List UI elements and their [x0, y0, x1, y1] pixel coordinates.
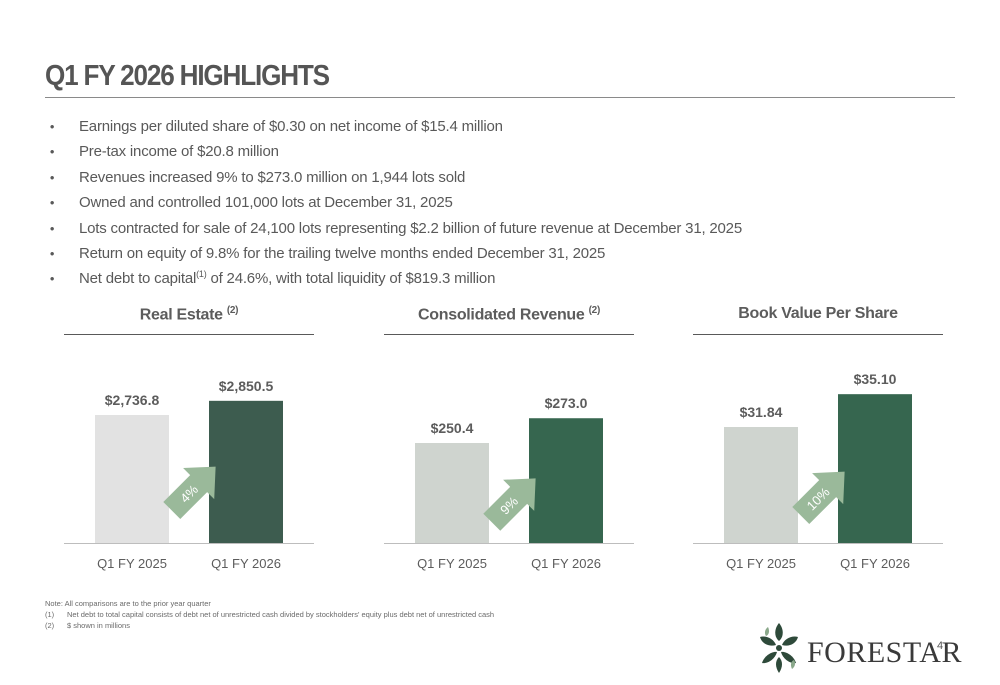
leaf-cluster-logo-icon [760, 623, 798, 673]
highlight-item: • Return on equity of 9.8% for the traili… [45, 241, 742, 266]
page-number: 4 [937, 640, 944, 652]
bullet-icon: • [49, 220, 55, 236]
arrow-shape [163, 466, 216, 519]
arrow-shape [483, 478, 536, 531]
highlight-item: • Pre-tax income of $20.8 million [45, 139, 742, 164]
bar [838, 394, 912, 543]
tick-label: Q1 FY 2025 [417, 556, 487, 571]
highlight-text: Return on equity of 9.8% for the trailin… [79, 244, 606, 262]
highlight-text: Earnings per diluted share of $0.30 on n… [79, 118, 503, 135]
highlight-text: Owned and controlled 101,000 lots at Dec… [79, 194, 453, 212]
highlight-text: Revenues increased 9% to $273.0 million … [79, 168, 466, 186]
consolidated-revenue-chart: Consolidated Revenue (2) $250.4 Q1 FY 202… [384, 305, 634, 571]
data-label: $31.84 [740, 404, 783, 420]
bar-chart-svg: $250.4 Q1 FY 2025 $273.0 Q1 FY 2026 9% [384, 395, 634, 571]
tick-label: Q1 FY 2025 [726, 556, 796, 571]
bar-chart-svg: $2,736.8 Q1 FY 2025 $2,850.5 Q1 FY 2026 4% [64, 378, 314, 571]
highlight-text: Net debt to capital [79, 270, 197, 288]
bullet-icon: • [49, 144, 55, 160]
footnote-ref: (2) [588, 305, 601, 316]
footnote-ref: (1) [196, 269, 207, 280]
real-estate-chart: Real Estate (2) $2,736.8 Q1 FY 2025 $2,850… [64, 305, 314, 571]
chart-title: Real Estate (2) [139, 305, 239, 324]
page-title: Q1 FY 2026 HIGHLIGHTS [45, 60, 330, 92]
chart-title-divider [693, 334, 943, 335]
logo-wordmark: FORESTAR [807, 636, 962, 669]
growth-arrow-icon: 4% [163, 466, 216, 519]
bullet-icon: • [49, 119, 55, 134]
note-intro: Note: All comparisons are to the prior y… [45, 599, 211, 608]
data-label: $35.10 [854, 371, 897, 387]
bar [95, 415, 169, 543]
highlight-item: • Earnings per diluted share of $0.30 on … [45, 114, 742, 139]
footnote-ref: (2) [226, 305, 239, 316]
bullet-icon: • [49, 169, 55, 185]
highlights-list: • Earnings per diluted share of $0.30 on … [45, 114, 742, 292]
highlight-item: • Revenues increased 9% to $273.0 million… [45, 165, 742, 190]
footnote-2: (2) $ shown in millions [45, 621, 130, 630]
arrow-shape [792, 471, 845, 524]
bar [209, 400, 283, 543]
book-value-chart: Book Value Per Share $31.84 Q1 FY 2025 $35… [693, 305, 943, 571]
tick-label: Q1 FY 2026 [840, 556, 910, 571]
bullet-icon: • [49, 195, 55, 211]
data-label: $2,850.5 [219, 378, 274, 394]
title-divider [45, 97, 955, 98]
chart-title-divider [384, 334, 634, 335]
highlight-text: Lots contracted for sale of 24,100 lots … [79, 219, 742, 237]
highlight-item: • Net debt to capital(1) of 24.6%, with t… [45, 266, 742, 291]
highlight-text: Pre-tax income of $20.8 million [79, 143, 279, 161]
forestar-logo: FORESTAR [752, 617, 961, 677]
tick-label: Q1 FY 2026 [211, 556, 281, 571]
chart-title-divider [64, 334, 314, 335]
bar [724, 427, 798, 543]
highlight-item: • Lots contracted for sale of 24,100 lots… [45, 216, 742, 241]
bar [529, 418, 603, 543]
highlight-text: of 24.6%, with total liquidity of $819.3… [206, 270, 496, 288]
bullet-icon: • [49, 271, 55, 287]
data-label: $2,736.8 [105, 392, 160, 408]
bar [415, 443, 489, 543]
highlight-item: • Owned and controlled 101,000 lots at De… [45, 190, 742, 215]
footnote-1: (1) Net debt to total capital consists of… [45, 610, 495, 619]
chart-title: Book Value Per Share [738, 305, 898, 322]
tick-label: Q1 FY 2025 [97, 556, 167, 571]
growth-arrow-icon: 9% [483, 478, 536, 531]
chart-title: Consolidated Revenue (2) [418, 305, 601, 324]
tick-label: Q1 FY 2026 [531, 556, 601, 571]
footnotes: Note: All comparisons are to the prior y… [45, 598, 494, 631]
data-label: $250.4 [431, 420, 474, 436]
bullet-icon: • [49, 245, 55, 261]
data-label: $273.0 [545, 395, 588, 411]
